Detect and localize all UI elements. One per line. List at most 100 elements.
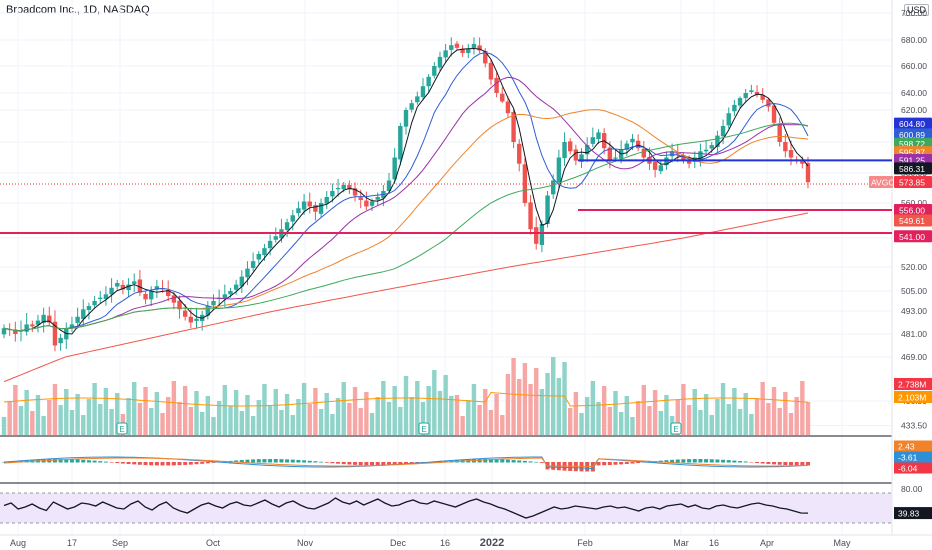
candle-body xyxy=(630,138,635,143)
volume-badge-box xyxy=(894,378,932,390)
volume-bar xyxy=(454,395,460,435)
candle-body xyxy=(715,135,720,147)
candle-body xyxy=(703,149,709,152)
volume-bar xyxy=(307,404,312,435)
volume-bar xyxy=(18,406,24,435)
price-badge: 573.85 xyxy=(894,176,932,188)
price-badge: 549.61 xyxy=(894,214,932,227)
candle-body xyxy=(556,157,562,183)
macd-histogram-bar xyxy=(732,460,737,463)
price-badge-box xyxy=(894,117,932,130)
candle-body xyxy=(182,310,188,317)
volume-bar xyxy=(630,417,635,435)
candle-body xyxy=(432,66,437,76)
macd-histogram-bar xyxy=(98,461,103,463)
volume-bar xyxy=(30,411,35,435)
x-tick-label: 16 xyxy=(709,538,719,548)
macd-histogram-bar xyxy=(86,460,91,463)
volume-bar xyxy=(228,406,233,435)
macd-histogram-bar xyxy=(760,462,765,464)
volume-bar xyxy=(364,392,369,435)
volume-bar xyxy=(182,386,188,435)
macd-histogram-bar xyxy=(619,462,624,465)
candle-body xyxy=(205,306,211,316)
x-tick-label: 16 xyxy=(440,538,450,548)
volume-bar xyxy=(273,389,278,435)
macd-histogram-bar xyxy=(132,462,137,465)
macd-histogram-bar xyxy=(505,459,510,463)
candle-body xyxy=(194,318,199,321)
macd-histogram-bar xyxy=(103,461,108,463)
macd-histogram-bar xyxy=(307,460,312,463)
candle-body xyxy=(584,145,590,155)
candle-body xyxy=(409,103,414,110)
volume-bar xyxy=(330,414,335,435)
candle-body xyxy=(120,284,126,290)
volume-bar xyxy=(109,409,114,435)
candle-body xyxy=(75,316,80,323)
candle-body xyxy=(137,279,143,293)
price-badge-label: 595.87 xyxy=(899,148,925,158)
macd-histogram-bar xyxy=(636,462,641,464)
macd-histogram-bar xyxy=(353,462,358,465)
candle-body xyxy=(290,215,295,222)
x-tick-label: Feb xyxy=(577,538,593,548)
macd-histogram-bar xyxy=(149,462,154,466)
price-badge-box xyxy=(869,176,893,188)
candle-body xyxy=(369,201,375,206)
candle-body xyxy=(805,163,811,183)
candle-body xyxy=(460,48,465,53)
candle-body xyxy=(635,140,641,149)
candle-body xyxy=(41,314,46,323)
macd-histogram-bar xyxy=(194,462,199,465)
macd-histogram-bar xyxy=(437,461,442,463)
volume-bar xyxy=(505,374,511,435)
macd-histogram-bar xyxy=(205,462,210,464)
volume-bar xyxy=(115,393,120,435)
candle-body xyxy=(188,316,194,323)
macd-histogram-bar xyxy=(296,459,301,463)
volume-bar xyxy=(517,379,522,435)
volume-bar xyxy=(222,385,228,435)
macd-histogram-bar xyxy=(500,459,505,463)
macd-histogram-bar xyxy=(681,459,686,463)
candle-body xyxy=(483,50,488,64)
volume-bar xyxy=(250,416,256,435)
volume-bar xyxy=(41,416,46,435)
volume-bar xyxy=(279,410,284,435)
price-badge-box xyxy=(894,204,932,216)
volume-bar xyxy=(749,414,754,435)
volume-bar xyxy=(256,400,261,435)
y-tick-label: 469.00 xyxy=(901,352,927,362)
volume-bar xyxy=(403,376,409,435)
candle-body xyxy=(171,295,177,303)
macd-histogram-bar xyxy=(670,459,675,463)
volume-bar xyxy=(398,407,403,435)
candle-body xyxy=(301,201,307,210)
candle-body xyxy=(551,180,556,195)
volume-bar xyxy=(624,396,630,435)
currency-label[interactable]: USD xyxy=(904,4,930,16)
candle-body xyxy=(352,188,358,196)
macd-histogram-bar xyxy=(347,462,352,465)
volume-bar xyxy=(24,390,29,435)
macd-histogram-bar xyxy=(324,462,329,463)
macd-histogram-bar xyxy=(800,462,805,466)
candle-body xyxy=(590,137,596,144)
candle-body xyxy=(562,142,567,159)
candle-body xyxy=(613,157,618,159)
candle-body xyxy=(30,324,35,327)
candle-body xyxy=(307,201,312,207)
volume-bar xyxy=(494,394,499,435)
volume-bar xyxy=(567,408,573,435)
price-badge-box xyxy=(894,176,932,188)
volume-bar xyxy=(137,403,143,435)
candle-body xyxy=(86,306,92,310)
volume-bar xyxy=(52,384,58,435)
macd-histogram-bar xyxy=(528,461,533,463)
price-badge-label: 586.31 xyxy=(899,164,925,174)
x-tick-label: Aug xyxy=(10,538,26,548)
candle-body xyxy=(335,188,341,190)
macd-histogram-bar xyxy=(687,459,692,463)
